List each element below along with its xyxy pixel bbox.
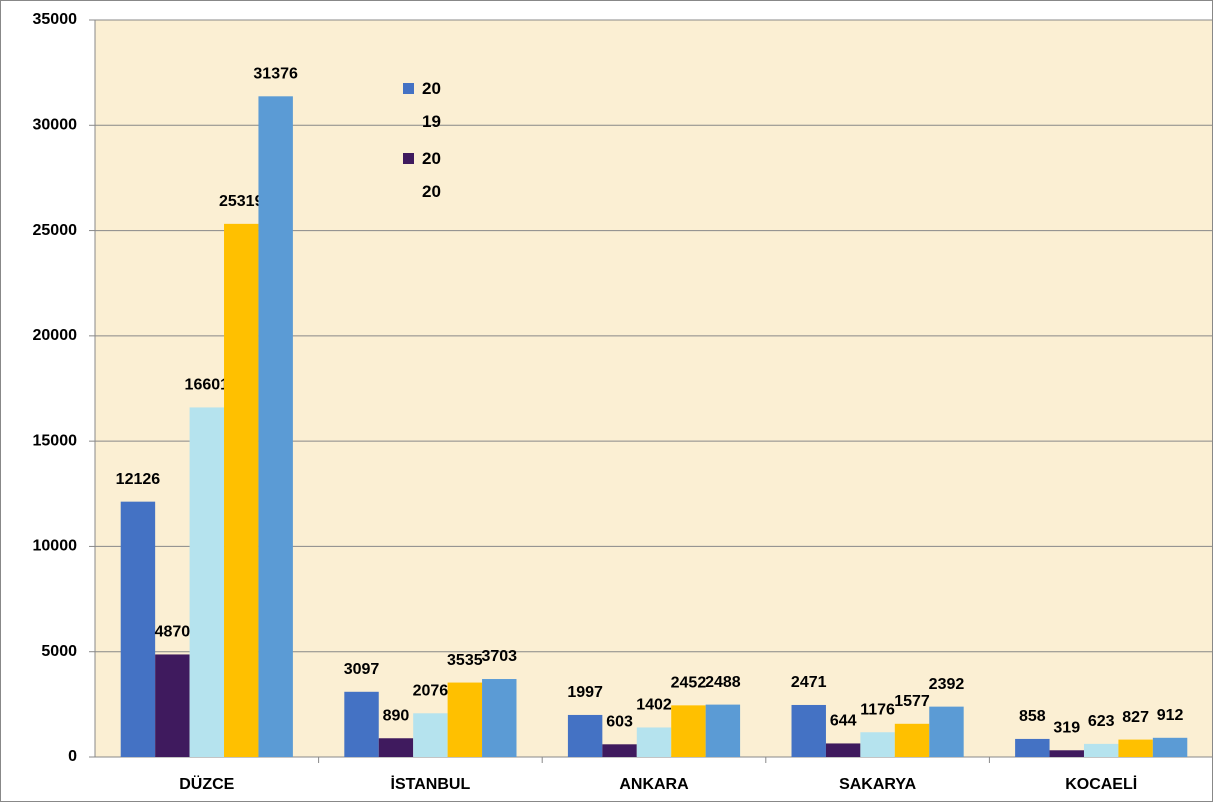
bar [1083,743,1119,757]
bar [894,723,930,757]
bar [120,501,156,757]
data-label: 16601 [185,377,230,394]
x-tick-label: ANKARA [619,776,689,793]
bar [791,704,826,757]
data-label: 2488 [705,674,741,691]
bar [378,738,414,757]
data-label: 1402 [636,697,672,714]
y-tick-label: 35000 [33,11,78,28]
bar [482,679,517,757]
data-label: 912 [1157,707,1184,724]
bar [860,732,895,757]
data-label: 858 [1019,708,1046,725]
data-label: 890 [383,707,410,724]
bar [825,743,861,757]
bar [1152,737,1188,757]
data-label: 1577 [894,693,930,710]
data-label: 4870 [155,624,191,641]
x-tick-label: İSTANBUL [391,775,471,793]
data-label: 1997 [567,684,603,701]
data-label: 603 [606,714,633,731]
y-tick-label: 10000 [33,538,78,555]
bar [1118,739,1153,757]
x-tick-label: KOCAELİ [1065,775,1137,793]
bar [224,223,259,758]
bar [705,704,741,757]
bar [189,407,225,757]
x-tick-label: DÜZCE [179,774,234,793]
legend-label: 2019 [422,79,441,131]
y-tick-label: 0 [68,748,77,765]
data-label: 827 [1122,709,1149,726]
bar [344,691,379,757]
y-tick-label: 15000 [33,432,78,449]
data-label: 2471 [791,674,827,691]
data-label: 31376 [253,66,298,83]
data-label: 623 [1088,713,1115,730]
legend-swatch [403,83,414,94]
data-label: 2076 [413,683,449,700]
bar [671,705,706,757]
y-tick-label: 5000 [41,643,77,660]
bar [155,654,190,757]
legend-label: 2020 [422,149,441,201]
data-label: 25319 [219,193,264,210]
bar [447,682,483,757]
bar [413,713,448,757]
y-tick-label: 20000 [33,327,78,344]
y-tick-label: 25000 [33,222,78,239]
data-label: 12126 [116,471,161,488]
data-label: 644 [830,713,857,730]
bar [258,96,293,757]
bar [1015,738,1050,757]
data-label: 1176 [860,701,895,718]
x-tick-label: SAKARYA [839,776,917,793]
data-label: 3703 [481,648,517,665]
bar [636,727,672,757]
bar [567,714,603,757]
bar [1049,750,1084,757]
data-label: 319 [1053,720,1080,737]
legend-swatch [403,153,414,164]
bar [929,706,964,757]
y-tick-label: 30000 [33,117,78,134]
data-label: 3535 [447,652,483,669]
data-label: 3097 [344,661,380,678]
bar [602,744,637,757]
data-label: 2452 [671,675,707,692]
data-label: 2392 [929,676,965,693]
